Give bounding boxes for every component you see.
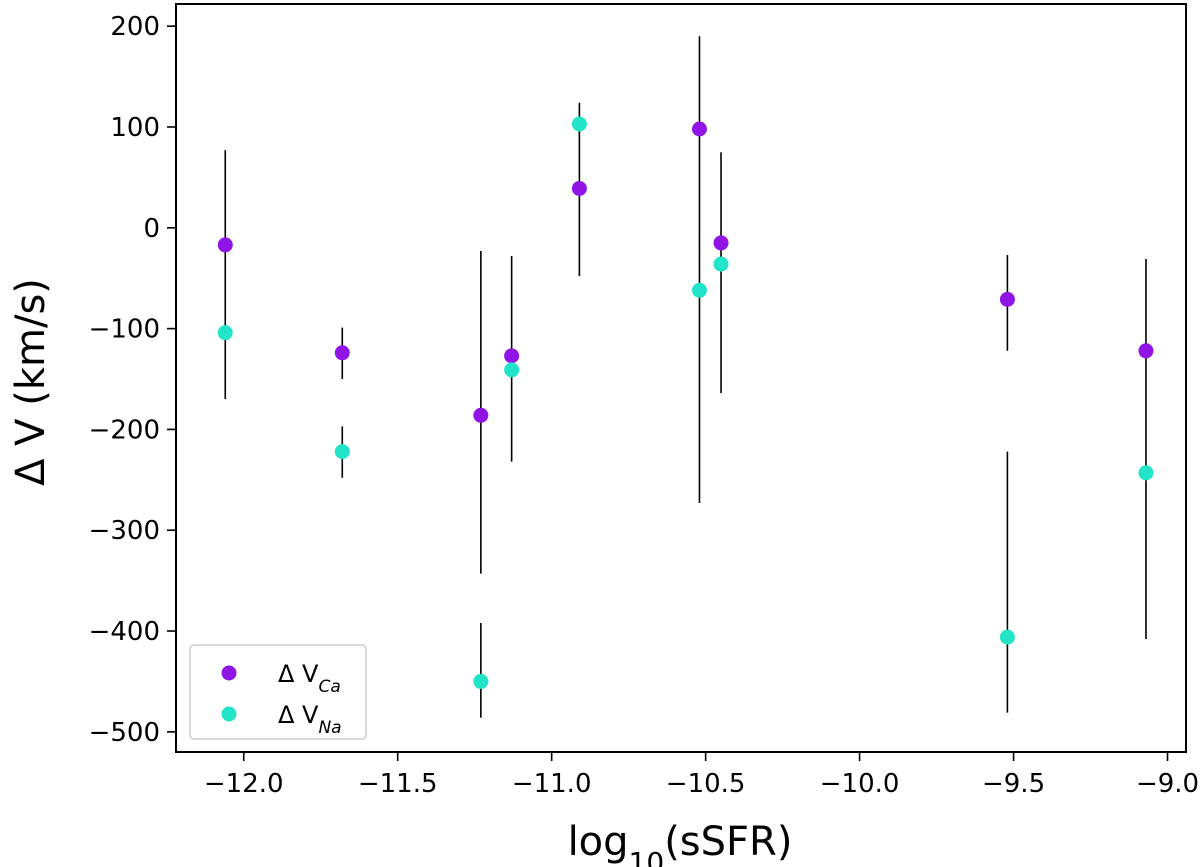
data-point-ca <box>334 345 350 361</box>
legend-label-na: Δ VNa <box>278 701 342 738</box>
legend-marker-ca <box>221 665 237 681</box>
data-point-ca <box>691 121 707 137</box>
x-tick-label: −11.5 <box>358 769 438 799</box>
x-tick-label: −9.0 <box>1136 769 1199 799</box>
y-axis-ticks: 200 100 0 −100 −200 −300 −400 −500 <box>89 12 176 748</box>
y-tick-label: 200 <box>110 12 160 42</box>
data-point-na <box>504 362 520 378</box>
y-tick-label: −100 <box>89 315 160 345</box>
data-point-na <box>334 444 350 460</box>
data-point-na <box>473 673 489 689</box>
data-point-na <box>571 116 587 132</box>
x-axis-ticks: −12.0 −11.5 −11.0 −10.5 −10.0 −9.5 −9.0 <box>204 752 1199 799</box>
data-point-na <box>713 256 729 272</box>
y-tick-label: −200 <box>89 415 160 445</box>
x-tick-label: −10.5 <box>666 769 746 799</box>
data-point-ca <box>999 291 1015 307</box>
data-point-ca <box>217 237 233 253</box>
legend-marker-na <box>221 706 237 722</box>
data-markers <box>217 116 1154 689</box>
x-tick-label: −12.0 <box>204 769 284 799</box>
x-axis-label-main: log <box>568 819 629 865</box>
plot-frame <box>175 3 1187 753</box>
y-tick-label: 100 <box>110 113 160 143</box>
data-point-na <box>217 325 233 341</box>
x-tick-label: −11.0 <box>512 769 592 799</box>
x-axis-label-subscript: 10 <box>629 846 665 867</box>
data-point-na <box>691 282 707 298</box>
y-tick-label: −300 <box>89 516 160 546</box>
legend-label-na-sub: Na <box>318 718 341 738</box>
y-tick-label: −400 <box>89 617 160 647</box>
data-point-ca <box>571 180 587 196</box>
legend: Δ VCa Δ VNa <box>189 644 367 740</box>
legend-label-ca-main: Δ V <box>278 660 319 688</box>
x-tick-label: −10.0 <box>820 769 900 799</box>
data-point-ca <box>473 407 489 423</box>
data-point-na <box>1138 465 1154 481</box>
y-tick-label: 0 <box>143 214 160 244</box>
legend-label-ca-sub: Ca <box>318 677 340 697</box>
x-axis-label-tail: (sSFR) <box>664 819 792 865</box>
x-tick-label: −9.5 <box>982 769 1045 799</box>
legend-label-ca: Δ VCa <box>278 660 341 697</box>
data-point-ca <box>504 348 520 364</box>
data-point-ca <box>713 235 729 251</box>
legend-label-na-main: Δ V <box>278 701 319 729</box>
x-axis-label: log10(sSFR) <box>568 819 793 867</box>
data-point-na <box>999 629 1015 645</box>
y-tick-label: −500 <box>89 718 160 748</box>
y-axis-label: Δ V (km/s) <box>8 278 54 486</box>
data-point-ca <box>1138 343 1154 359</box>
